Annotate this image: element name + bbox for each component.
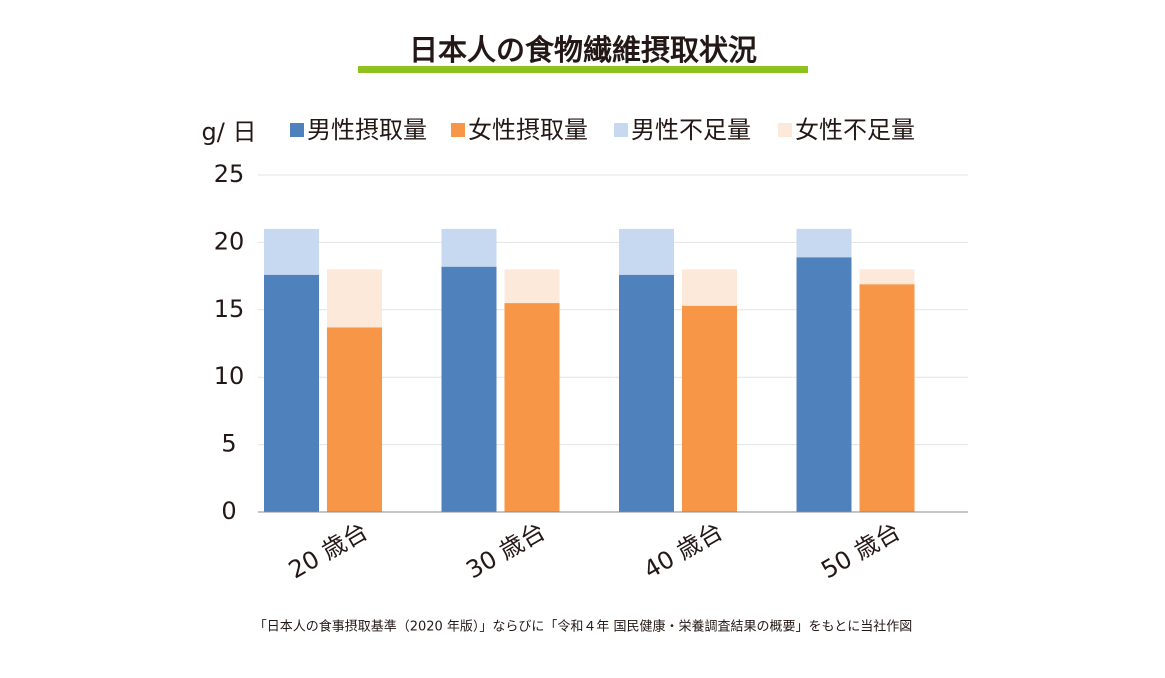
y-tick-label: 20: [214, 227, 245, 255]
bar: [264, 228, 319, 275]
y-axis-label: g/ 日: [202, 118, 257, 146]
source-note: 「日本人の食事摂取基準（2020 年版）」ならびに「令和４年 国民健康・栄養調査…: [254, 619, 913, 635]
y-tick-label: 5: [221, 430, 236, 458]
bar: [682, 269, 737, 306]
bar: [859, 284, 915, 512]
x-tick-label: 30 歳台: [461, 517, 550, 584]
legend-swatch: [778, 123, 792, 137]
y-tick-label: 0: [221, 497, 236, 525]
legend-swatch: [290, 123, 304, 137]
legend-label: 女性摂取量: [468, 116, 588, 144]
legend-label: 女性不足量: [795, 116, 915, 144]
y-tick-label: 25: [214, 160, 245, 188]
bar: [441, 228, 497, 267]
bar: [619, 228, 674, 275]
bar: [796, 257, 852, 512]
legend-swatch: [614, 123, 628, 137]
bar: [504, 303, 560, 512]
legend-label: 男性不足量: [631, 116, 751, 144]
x-tick-label: 50 歳台: [816, 517, 905, 584]
legend-swatch: [451, 123, 465, 137]
y-tick-label: 10: [214, 362, 245, 390]
bar: [441, 266, 497, 512]
bar: [796, 228, 852, 258]
x-tick-label: 20 歳台: [284, 517, 373, 584]
x-tick-label: 40 歳台: [639, 517, 728, 584]
bar: [859, 269, 915, 285]
bar: [504, 269, 560, 304]
chart-title: 日本人の食物繊維摂取状況: [409, 33, 757, 67]
bar: [327, 327, 382, 512]
title-underline: [358, 66, 808, 73]
bar: [264, 274, 319, 512]
legend-label: 男性摂取量: [307, 116, 427, 144]
bar: [682, 305, 737, 512]
bar: [327, 269, 382, 328]
y-tick-label: 15: [214, 295, 245, 323]
bar: [619, 274, 674, 512]
